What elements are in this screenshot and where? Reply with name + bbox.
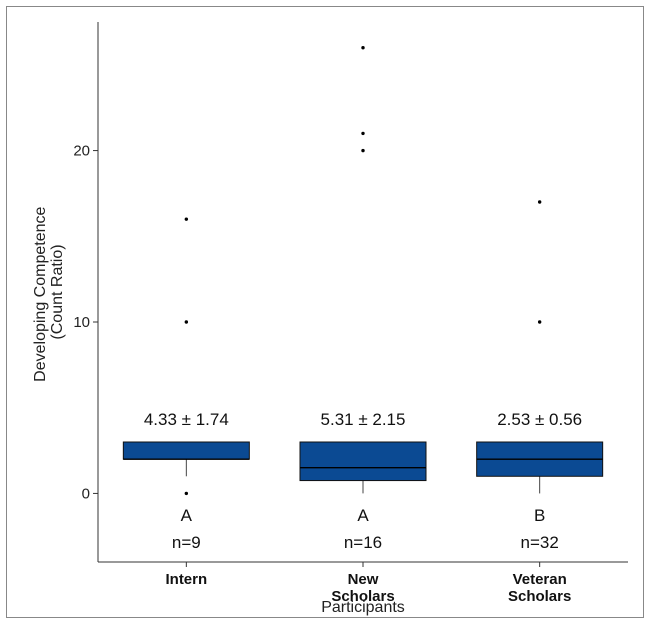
sample-size-label: n=16 (344, 533, 382, 552)
x-category-label-line: Scholars (331, 588, 394, 605)
y-tick-label: 10 (73, 314, 90, 331)
outlier-point (361, 131, 365, 136)
outlier-point (361, 46, 365, 50)
outlier-point (184, 320, 189, 324)
outlier-point (361, 148, 365, 153)
group-letter-label: B (534, 506, 545, 525)
chart-frame (6, 6, 644, 618)
y-tick-label: 0 (82, 485, 90, 502)
y-axis-title-line-2: (Count Ratio) (49, 244, 66, 339)
mean-sd-label: 5.31 ± 2.15 (321, 410, 406, 429)
x-category-label-line: New (348, 571, 379, 588)
x-axis-title: Participants (321, 599, 405, 616)
box-iqr (299, 441, 427, 482)
box-group: 5.31 ± 2.15 An=16 (299, 46, 427, 552)
x-category-label: Veteran Scholars (508, 571, 571, 605)
box-group: 4.33 ± 1.74 An=9 (122, 217, 250, 552)
x-category-label-line: Intern (165, 571, 207, 588)
mean-sd-label: 4.33 ± 1.74 (144, 410, 229, 429)
x-category-label-line: Scholars (508, 588, 571, 605)
box-group: 2.53 ± 0.56 Bn=32 (476, 200, 604, 552)
sample-size-label: n=9 (172, 533, 201, 552)
mean-sd-label: 2.53 ± 0.56 (497, 410, 582, 429)
box-iqr (122, 441, 250, 460)
outlier-point (184, 491, 189, 496)
x-category-label-line: Veteran (513, 571, 567, 588)
y-axis-ticks: 0 10 20 (73, 143, 98, 502)
sample-size-label: n=32 (521, 533, 559, 552)
group-letter-label: A (181, 506, 193, 525)
y-axis-title: Developing Competence (Count Ratio) (32, 202, 66, 382)
y-tick-label: 20 (73, 143, 90, 160)
outlier-point (184, 217, 189, 221)
outlier-point (537, 320, 542, 324)
x-category-label: New Scholars (331, 571, 394, 605)
y-axis-title-line-1: Developing Competence (32, 207, 49, 382)
outlier-point (537, 200, 542, 204)
plot-area: 4.33 ± 1.74 An=9 5.31 ± 2.15 An=16 2.53 ± 0.… (122, 46, 604, 552)
group-letter-label: A (357, 506, 369, 525)
x-category-label: Intern (165, 571, 207, 588)
